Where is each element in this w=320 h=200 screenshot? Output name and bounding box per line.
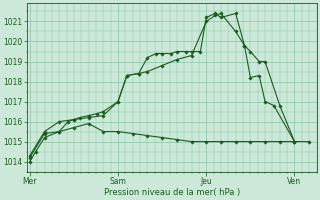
X-axis label: Pression niveau de la mer( hPa ): Pression niveau de la mer( hPa ) [104,188,240,197]
